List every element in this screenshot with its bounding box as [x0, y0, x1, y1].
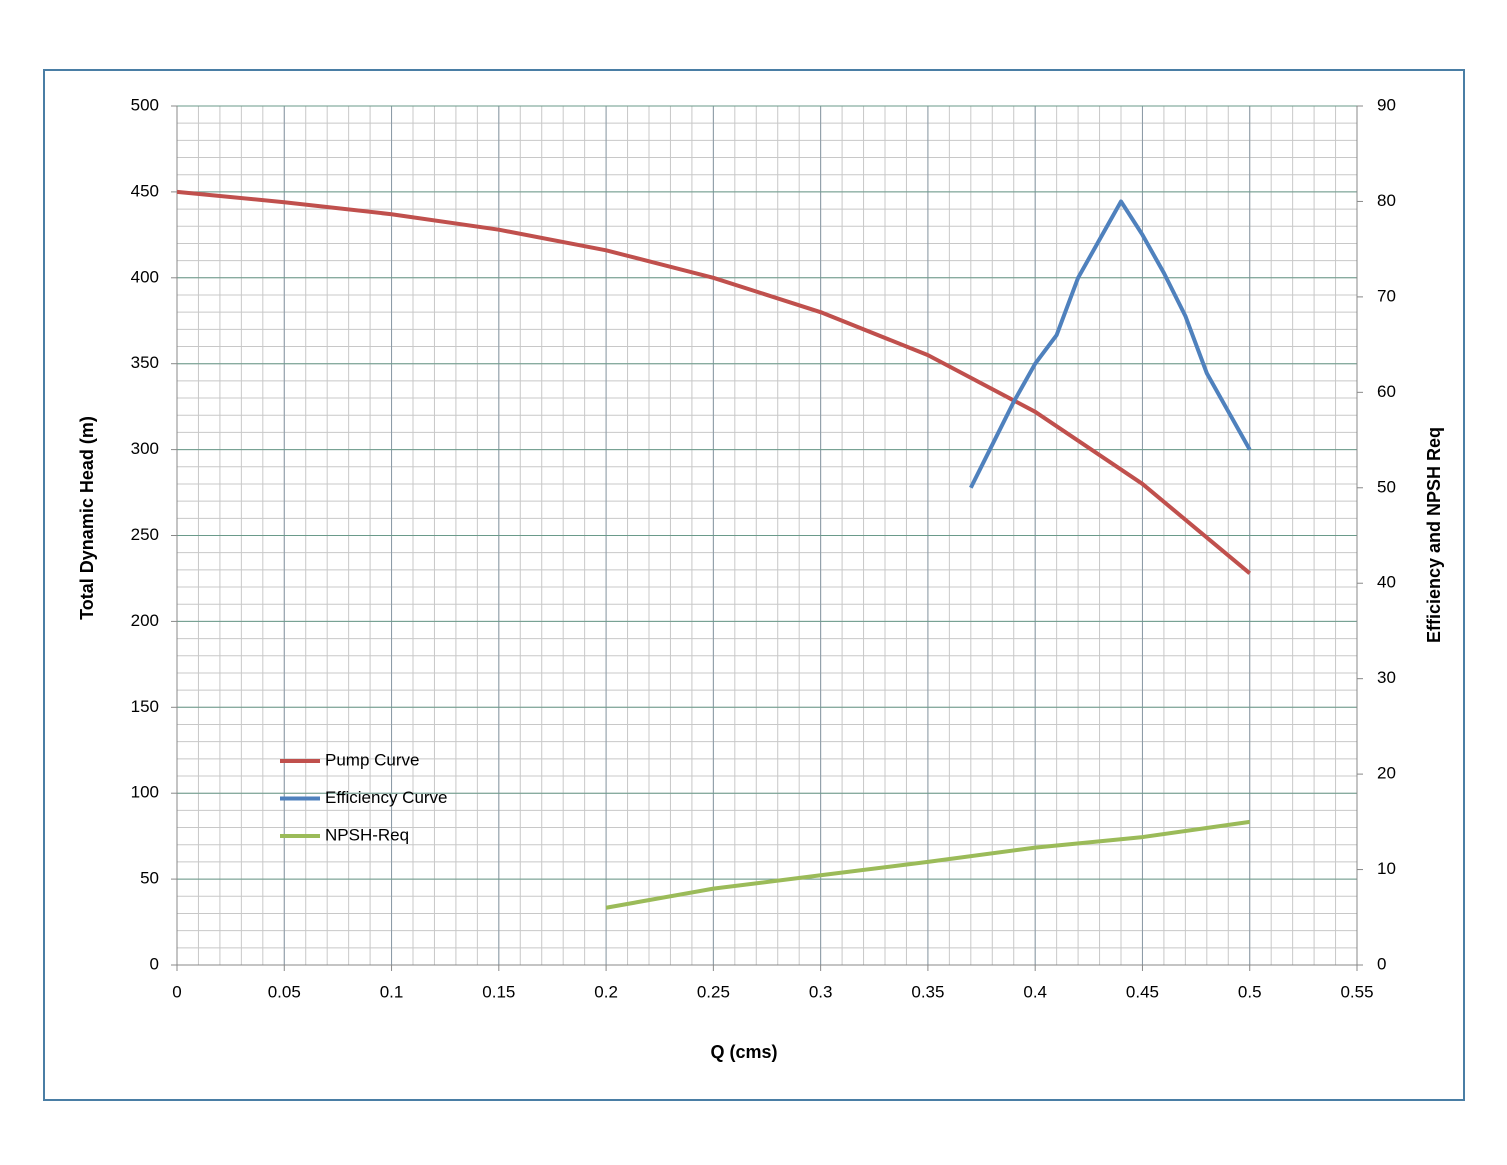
- y2-axis-title: Efficiency and NPSH Req: [1424, 427, 1444, 643]
- y-tick-label: 150: [131, 697, 159, 716]
- y-tick-label: 450: [131, 181, 159, 200]
- y2-tick-label: 70: [1377, 286, 1396, 305]
- y-tick-label: 50: [140, 869, 159, 888]
- y-tick-label: 350: [131, 353, 159, 372]
- y2-tick-label: 50: [1377, 477, 1396, 496]
- series-line: [969, 199, 1252, 489]
- x-tick-label: 0: [172, 982, 181, 1001]
- x-axis-title: Q (cms): [710, 1042, 777, 1062]
- series-line: [605, 819, 1251, 910]
- x-tick-label: 0.5: [1238, 982, 1262, 1001]
- y2-tick-label: 60: [1377, 382, 1396, 401]
- x-tick-label: 0.1: [380, 982, 404, 1001]
- y-tick-label: 300: [131, 439, 159, 458]
- legend-label: Pump Curve: [325, 750, 419, 769]
- y2-tick-label: 30: [1377, 668, 1396, 687]
- y-axis-title: Total Dynamic Head (m): [77, 416, 97, 620]
- y2-tick-label: 10: [1377, 859, 1396, 878]
- chart-border: [43, 69, 1465, 1101]
- y-tick-label: 400: [131, 267, 159, 286]
- x-tick-label: 0.4: [1023, 982, 1047, 1001]
- y-tick-label: 100: [131, 783, 159, 802]
- x-tick-label: 0.45: [1126, 982, 1159, 1001]
- y2-tick-label: 0: [1377, 954, 1386, 973]
- x-tick-label: 0.55: [1340, 982, 1373, 1001]
- legend-label: Efficiency Curve: [325, 788, 448, 807]
- x-tick-label: 0.25: [697, 982, 730, 1001]
- x-tick-label: 0.2: [594, 982, 618, 1001]
- y2-tick-label: 90: [1377, 95, 1396, 114]
- y2-tick-label: 40: [1377, 573, 1396, 592]
- y-tick-label: 500: [131, 95, 159, 114]
- y-tick-label: 250: [131, 525, 159, 544]
- x-tick-label: 0.35: [911, 982, 944, 1001]
- series-line: [176, 189, 1252, 575]
- y-tick-label: 200: [131, 611, 159, 630]
- x-tick-label: 0.05: [268, 982, 301, 1001]
- x-tick-label: 0.15: [482, 982, 515, 1001]
- legend-label: NPSH-Req: [325, 825, 409, 844]
- y2-tick-label: 20: [1377, 764, 1396, 783]
- y2-tick-label: 80: [1377, 191, 1396, 210]
- x-tick-label: 0.3: [809, 982, 833, 1001]
- y-tick-label: 0: [150, 954, 159, 973]
